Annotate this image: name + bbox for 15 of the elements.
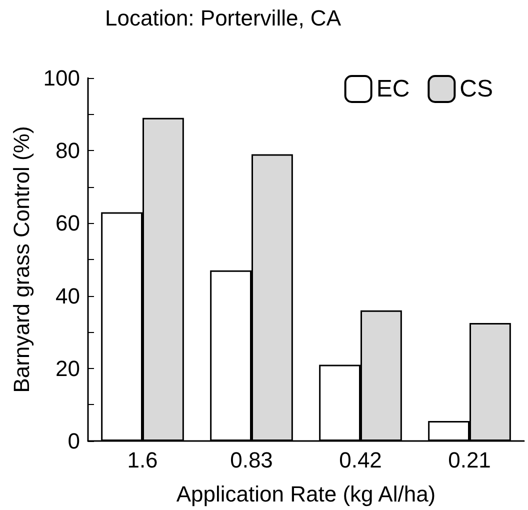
y-axis-title: Barnyard grass Control (%) [8,126,34,393]
x-tick-label: 1.6 [127,448,158,472]
legend-label: EC [376,76,410,102]
x-axis-title: Application Rate (kg Al/ha) [176,482,436,506]
chart-title: Location: Porterville, CA [105,6,342,30]
y-tick-label: 60 [56,210,80,236]
y-tick-label: 100 [43,66,80,90]
y-tick-label: 20 [56,356,80,381]
x-tick-label: 0.83 [230,448,273,472]
y-tick-label: 80 [56,138,80,164]
y-tick-label: 0 [68,428,80,454]
legend-label: CS [460,76,494,102]
x-tick-label: 0.42 [339,448,382,472]
x-tick-label: 0.21 [448,448,491,472]
y-tick-label: 40 [56,283,80,308]
